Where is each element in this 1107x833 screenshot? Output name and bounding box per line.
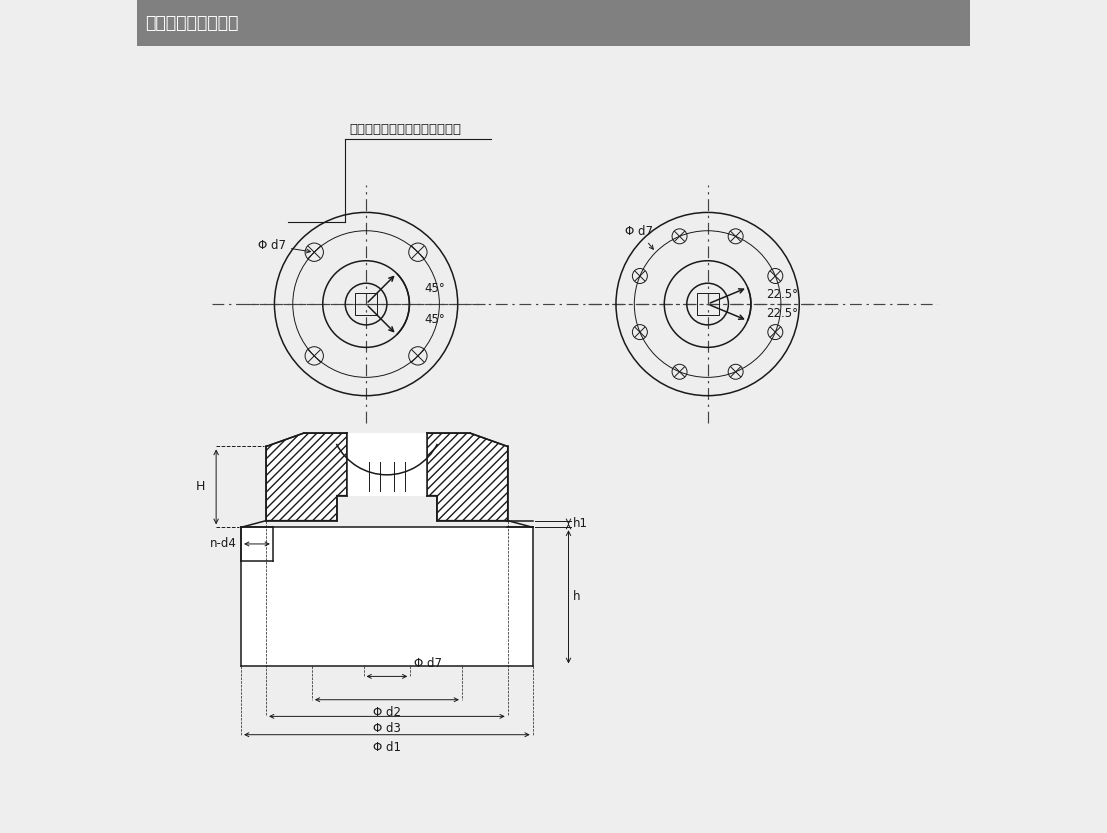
- Text: Φ d2: Φ d2: [373, 706, 401, 719]
- Text: Φ d1: Φ d1: [373, 741, 401, 754]
- Text: 45°: 45°: [424, 282, 445, 296]
- Text: 连接形式及连接尺寸: 连接形式及连接尺寸: [145, 14, 239, 32]
- Bar: [137, 0, 970, 46]
- Text: 22.5°: 22.5°: [766, 307, 798, 320]
- Text: n-d4: n-d4: [210, 537, 237, 551]
- Bar: [241, 527, 532, 666]
- Polygon shape: [266, 433, 346, 521]
- Text: Φ d7: Φ d7: [258, 239, 310, 253]
- Text: 45°: 45°: [424, 312, 445, 326]
- Bar: [355, 293, 377, 315]
- Text: Φ d7: Φ d7: [625, 225, 653, 249]
- Bar: [696, 293, 718, 315]
- Text: h: h: [572, 591, 580, 603]
- Polygon shape: [427, 433, 508, 521]
- Text: 22.5°: 22.5°: [766, 288, 798, 301]
- Text: Φ d7: Φ d7: [414, 656, 443, 670]
- Text: H: H: [196, 481, 205, 493]
- Text: h1: h1: [572, 517, 588, 531]
- Polygon shape: [346, 433, 427, 496]
- Text: Φ d3: Φ d3: [373, 722, 401, 736]
- Text: 全关时与电机轴线平行（下同）: 全关时与电机轴线平行（下同）: [350, 122, 462, 136]
